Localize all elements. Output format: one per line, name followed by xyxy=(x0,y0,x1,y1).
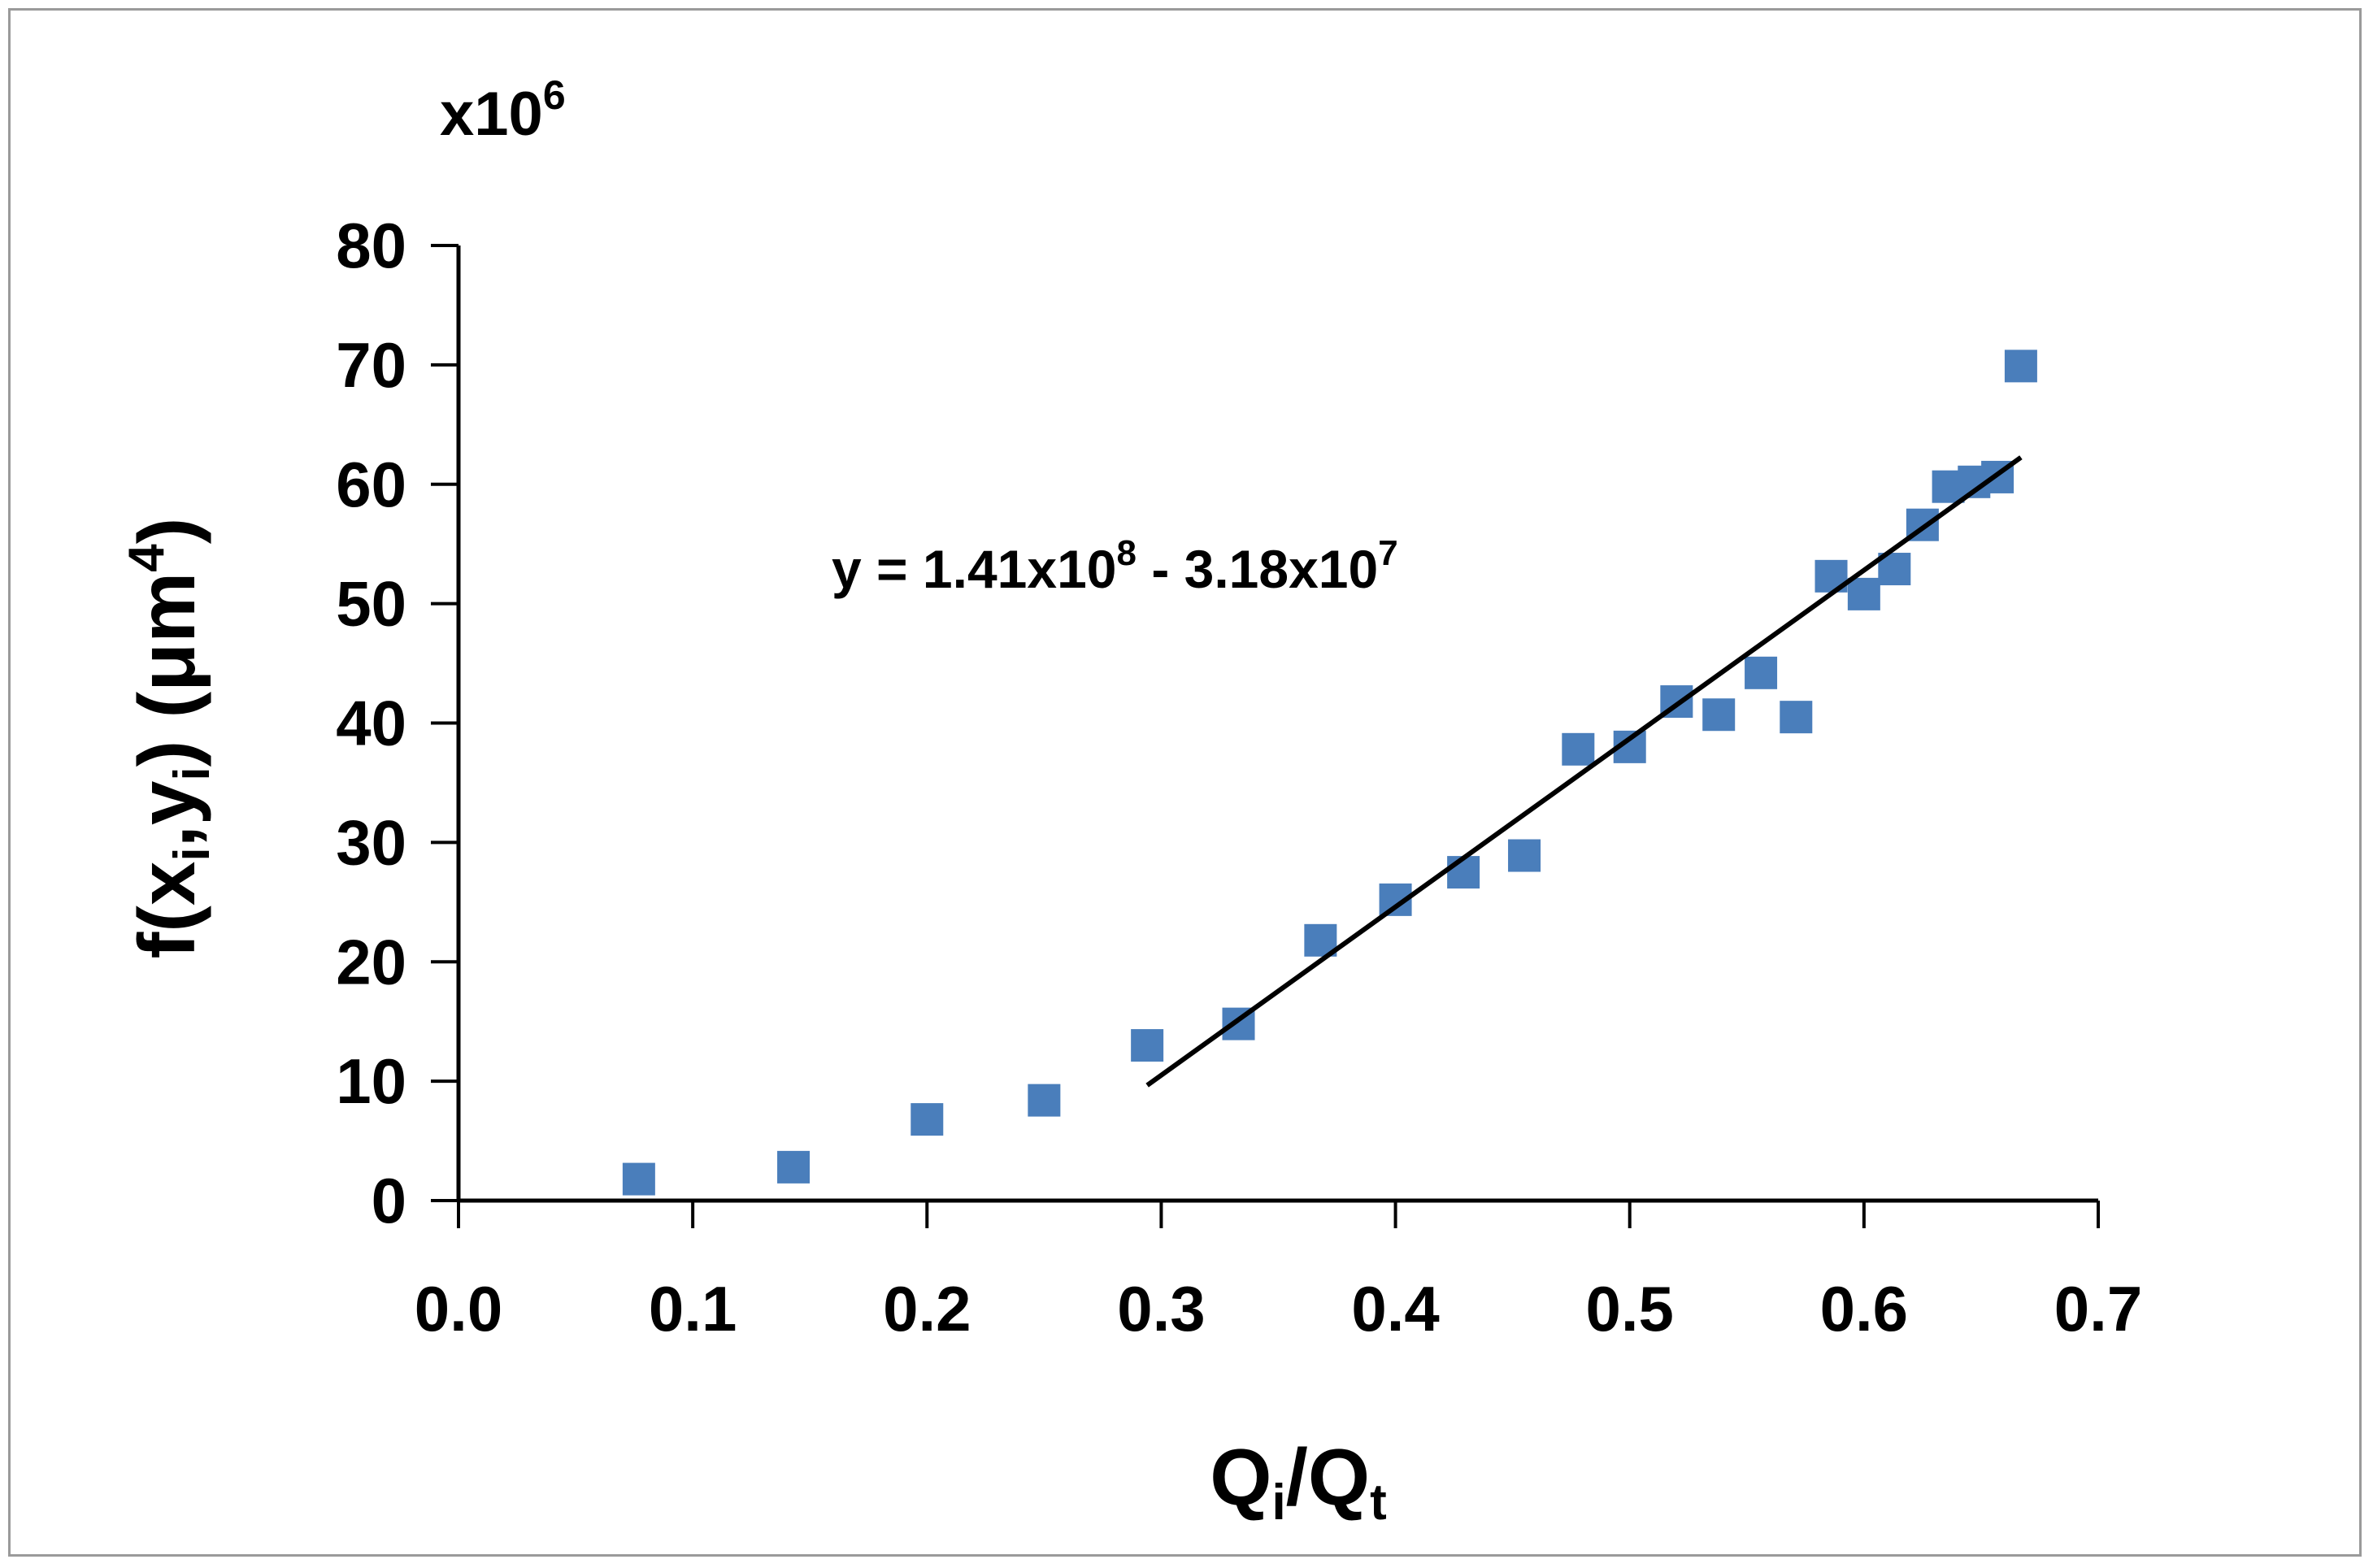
data-series xyxy=(622,350,2037,1196)
data-point xyxy=(1508,839,1541,872)
y-tick-label: 80 xyxy=(336,210,406,281)
y-tick-label: 70 xyxy=(336,329,406,401)
data-point xyxy=(1131,1029,1164,1062)
x-tick-label: 0.7 xyxy=(2054,1273,2142,1344)
y-axis-multiplier-exp: 6 xyxy=(543,72,566,118)
trendline-equation-part-2: - 3.18x10 xyxy=(1137,539,1378,599)
data-point xyxy=(1780,701,1813,734)
y-axis-title: f(xi,yi) (μm4) xyxy=(119,518,220,959)
y-tick-label: 10 xyxy=(336,1045,406,1117)
x-axis-title-part-0: Q xyxy=(1210,1432,1271,1522)
data-point xyxy=(2004,350,2037,383)
y-axis-multiplier-base: x10 xyxy=(440,80,543,149)
y-axis-multiplier: x106 xyxy=(440,72,566,149)
data-point xyxy=(1745,656,1778,689)
y-axis-title-sub-x: i xyxy=(164,847,220,861)
data-point xyxy=(1702,698,1736,732)
y-tick-label: 0 xyxy=(372,1165,406,1236)
y-tick-label: 40 xyxy=(336,688,406,759)
data-point xyxy=(622,1162,655,1196)
x-tick-label: 0.4 xyxy=(1351,1273,1439,1344)
trendline-equation-exp-8: 8 xyxy=(1117,533,1137,573)
y-tick-label: 60 xyxy=(336,449,406,520)
trendline xyxy=(1145,455,2023,1088)
x-axis-title-part-2: /Q xyxy=(1286,1432,1370,1522)
trendline-equation-part-0: y = 1.41x10 xyxy=(832,539,1117,599)
y-axis-title-part-4: ) (μm xyxy=(122,572,211,767)
x-tick-label: 0.1 xyxy=(649,1273,737,1344)
y-axis-title-part-6: ) xyxy=(122,518,211,545)
y-axis-title-part-2: ,y xyxy=(122,781,211,848)
data-point xyxy=(1847,577,1880,610)
y-axis-title-sup-4: 4 xyxy=(119,544,175,572)
data-point xyxy=(777,1150,811,1184)
x-tick-label: 0.2 xyxy=(883,1273,971,1344)
x-axis-title-sub-t: t xyxy=(1370,1475,1387,1531)
data-point xyxy=(1562,732,1595,766)
y-tick-label: 30 xyxy=(336,806,406,878)
trendline-equation: y = 1.41x108 - 3.18x107 xyxy=(832,533,1398,599)
data-point xyxy=(1028,1084,1061,1117)
scatter-chart: x106 f(xi,yi) (μm4) Qi/Qt 01020304050607… xyxy=(119,72,2142,1531)
y-axis-title-sub-y: i xyxy=(164,767,220,780)
data-point xyxy=(1447,856,1480,889)
y-tick-label: 50 xyxy=(336,568,406,640)
x-axis-title-sub-i: i xyxy=(1271,1475,1285,1531)
trendline-equation-exp-7: 7 xyxy=(1378,533,1397,573)
x-tick-label: 0.5 xyxy=(1585,1273,1673,1344)
y-axis-title-part-0: f(x xyxy=(122,862,211,959)
axes: 0 10 20 30 40 50 60 70 80 0.0 0.1 0.2 0.3 0.4 0.5 0.6 0.… xyxy=(336,210,2142,1344)
trendline-group xyxy=(1145,455,2023,1088)
x-tick-label: 0.0 xyxy=(415,1273,502,1344)
chart-frame: x106 f(xi,yi) (μm4) Qi/Qt 0 10 20 30 40 50 60 7… xyxy=(8,8,2362,1557)
x-tick-label: 0.3 xyxy=(1117,1273,1205,1344)
data-point xyxy=(911,1103,944,1136)
x-tick-label: 0.6 xyxy=(1820,1273,1908,1344)
y-tick-label: 20 xyxy=(336,926,406,997)
x-axis-title: Qi/Qt xyxy=(1210,1432,1387,1531)
